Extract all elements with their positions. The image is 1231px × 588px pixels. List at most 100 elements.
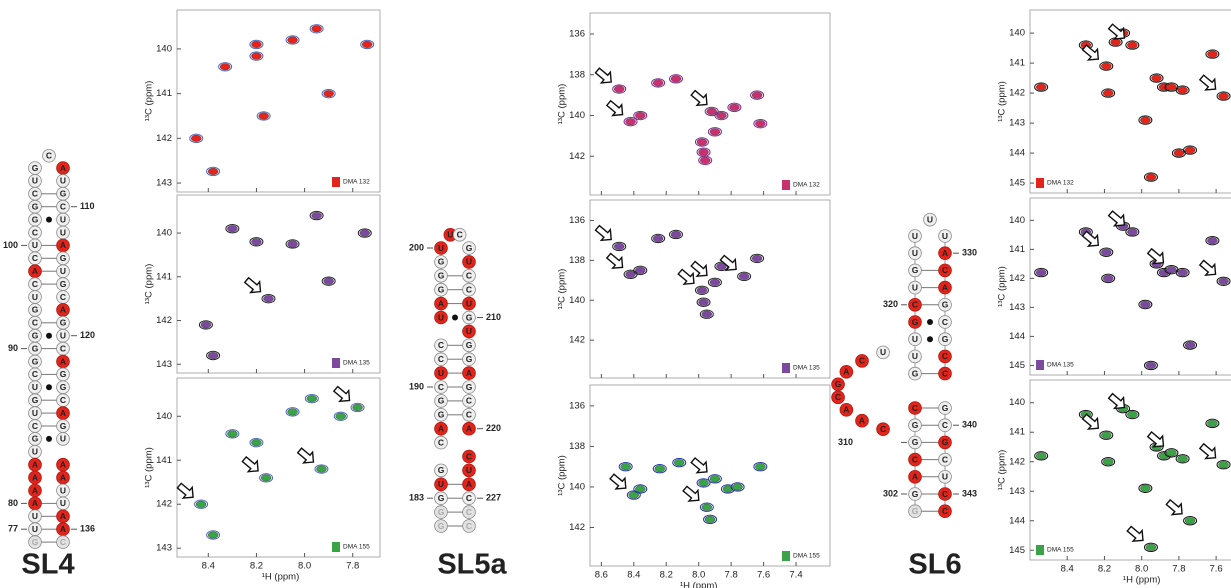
x-tick-label: 8.0 xyxy=(298,561,311,572)
peak xyxy=(755,120,765,127)
panel-frame xyxy=(590,200,830,378)
nucleotide-label: G xyxy=(438,257,445,267)
nucleotide-label: C xyxy=(32,369,38,379)
y-axis-label: ¹³C (ppm) xyxy=(997,81,1008,122)
y-tick-label: 140 xyxy=(156,43,172,54)
nucleotide-label: A xyxy=(438,423,444,433)
nucleotide-label: G xyxy=(60,279,67,289)
nucleotide-label: C xyxy=(942,265,948,275)
peak xyxy=(1174,150,1184,157)
peak xyxy=(307,395,317,402)
peak xyxy=(653,80,663,87)
peak xyxy=(1207,420,1217,427)
nucleotide-label: C xyxy=(942,351,948,361)
position-label: 90 xyxy=(8,343,18,353)
y-tick-label: 144 xyxy=(1009,331,1025,342)
y-axis-label: ¹³C (ppm) xyxy=(997,450,1008,491)
y-tick-label: 141 xyxy=(1009,427,1025,438)
nucleotide-label: C xyxy=(457,230,463,240)
peak xyxy=(1166,266,1176,273)
peak xyxy=(353,404,363,411)
nucleotide-label: U xyxy=(912,248,918,258)
peak xyxy=(191,135,201,142)
position-label: 302 xyxy=(883,488,898,498)
peak xyxy=(263,295,273,302)
wobble-pair xyxy=(46,333,52,339)
panel-frame xyxy=(177,378,380,557)
peak xyxy=(251,439,261,446)
x-tick-label: 7.8 xyxy=(725,570,738,581)
peak xyxy=(288,37,298,44)
x-tick-label: 7.8 xyxy=(1172,564,1185,575)
position-label: 136 xyxy=(80,524,95,534)
y-tick-label: 141 xyxy=(156,88,172,99)
peak xyxy=(1127,411,1137,418)
peak xyxy=(1111,39,1121,46)
structure-title: SL4 xyxy=(21,549,74,581)
nucleotide-label: A xyxy=(912,472,918,482)
peak xyxy=(251,238,261,245)
peak xyxy=(1166,84,1176,91)
structure-title: SL6 xyxy=(908,549,961,581)
peak xyxy=(312,25,322,32)
y-tick-label: 143 xyxy=(1009,118,1025,129)
peak xyxy=(710,476,720,483)
nucleotide-label: G xyxy=(466,382,473,392)
legend-label: DMA 135 xyxy=(343,360,370,367)
peak xyxy=(288,241,298,248)
nucleotide-label: U xyxy=(942,231,948,241)
nucleotide-label: C xyxy=(32,318,38,328)
nucleotide-label: C xyxy=(912,300,918,310)
y-tick-label: 140 xyxy=(569,110,585,121)
peak xyxy=(251,41,261,48)
nucleotide-label: A xyxy=(843,405,849,415)
nucleotide-label: G xyxy=(912,437,919,447)
x-tick-label: 8.0 xyxy=(692,570,705,581)
structure-title: SL5a xyxy=(437,549,507,581)
peak xyxy=(1178,455,1188,462)
nucleotide-label: G xyxy=(438,410,445,420)
peak xyxy=(614,243,624,250)
nucleotide-label: G xyxy=(60,189,67,199)
nucleotide-label: G xyxy=(912,265,919,275)
nucleotide-label: C xyxy=(60,292,66,302)
x-tick-label: 8.2 xyxy=(660,570,673,581)
nucleotide-label: C xyxy=(912,403,918,413)
peak xyxy=(1101,432,1111,439)
nucleotide-label: U xyxy=(912,231,918,241)
nucleotide-label: A xyxy=(60,511,66,521)
nucleotide-label: U xyxy=(912,282,918,292)
x-tick-label: 7.4 xyxy=(789,570,802,581)
nucleotide-label: U xyxy=(32,240,38,250)
peak xyxy=(1166,450,1176,457)
nucleotide-label: C xyxy=(466,493,472,503)
nucleotide-label: U xyxy=(466,326,472,336)
y-tick-label: 141 xyxy=(1009,58,1025,69)
nucleotide-label: G xyxy=(32,395,39,405)
peak xyxy=(324,278,334,285)
peak xyxy=(312,212,322,219)
y-tick-label: 144 xyxy=(1009,148,1025,159)
nucleotide-label: G xyxy=(912,368,919,378)
nucleotide-label: G xyxy=(466,312,473,322)
y-tick-label: 141 xyxy=(156,271,172,282)
y-axis-label: ¹³C (ppm) xyxy=(997,266,1008,307)
position-label: 220 xyxy=(486,423,501,433)
nucleotide-label: U xyxy=(438,243,444,253)
nucleotide-label: A xyxy=(60,240,66,250)
nucleotide-label: A xyxy=(32,498,38,508)
position-label: 80 xyxy=(8,498,18,508)
nucleotide-label: U xyxy=(32,382,38,392)
x-tick-label: 7.8 xyxy=(346,561,359,572)
nucleotide-label: G xyxy=(438,284,445,294)
peak xyxy=(614,86,624,93)
peak xyxy=(710,279,720,286)
peak xyxy=(196,501,206,508)
position-label: 343 xyxy=(962,488,977,498)
peak xyxy=(1219,93,1229,100)
legend-swatch xyxy=(782,363,790,373)
nucleotide-label: A xyxy=(60,356,66,366)
peak xyxy=(1185,147,1195,154)
nucleotide-label: A xyxy=(859,415,865,425)
y-tick-label: 142 xyxy=(156,499,172,510)
